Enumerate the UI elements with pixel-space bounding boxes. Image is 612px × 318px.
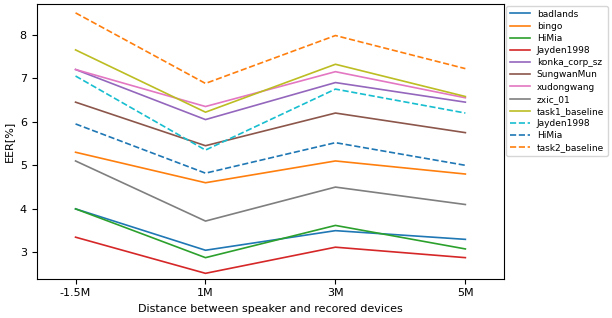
Y-axis label: EER[%]: EER[%] xyxy=(4,121,14,162)
Legend: badlands, bingo, HiMia, Jayden1998, konka_corp_sz, SungwanMun, xudongwang, zxic_: badlands, bingo, HiMia, Jayden1998, konk… xyxy=(506,6,608,156)
X-axis label: Distance between speaker and recored devices: Distance between speaker and recored dev… xyxy=(138,304,403,314)
